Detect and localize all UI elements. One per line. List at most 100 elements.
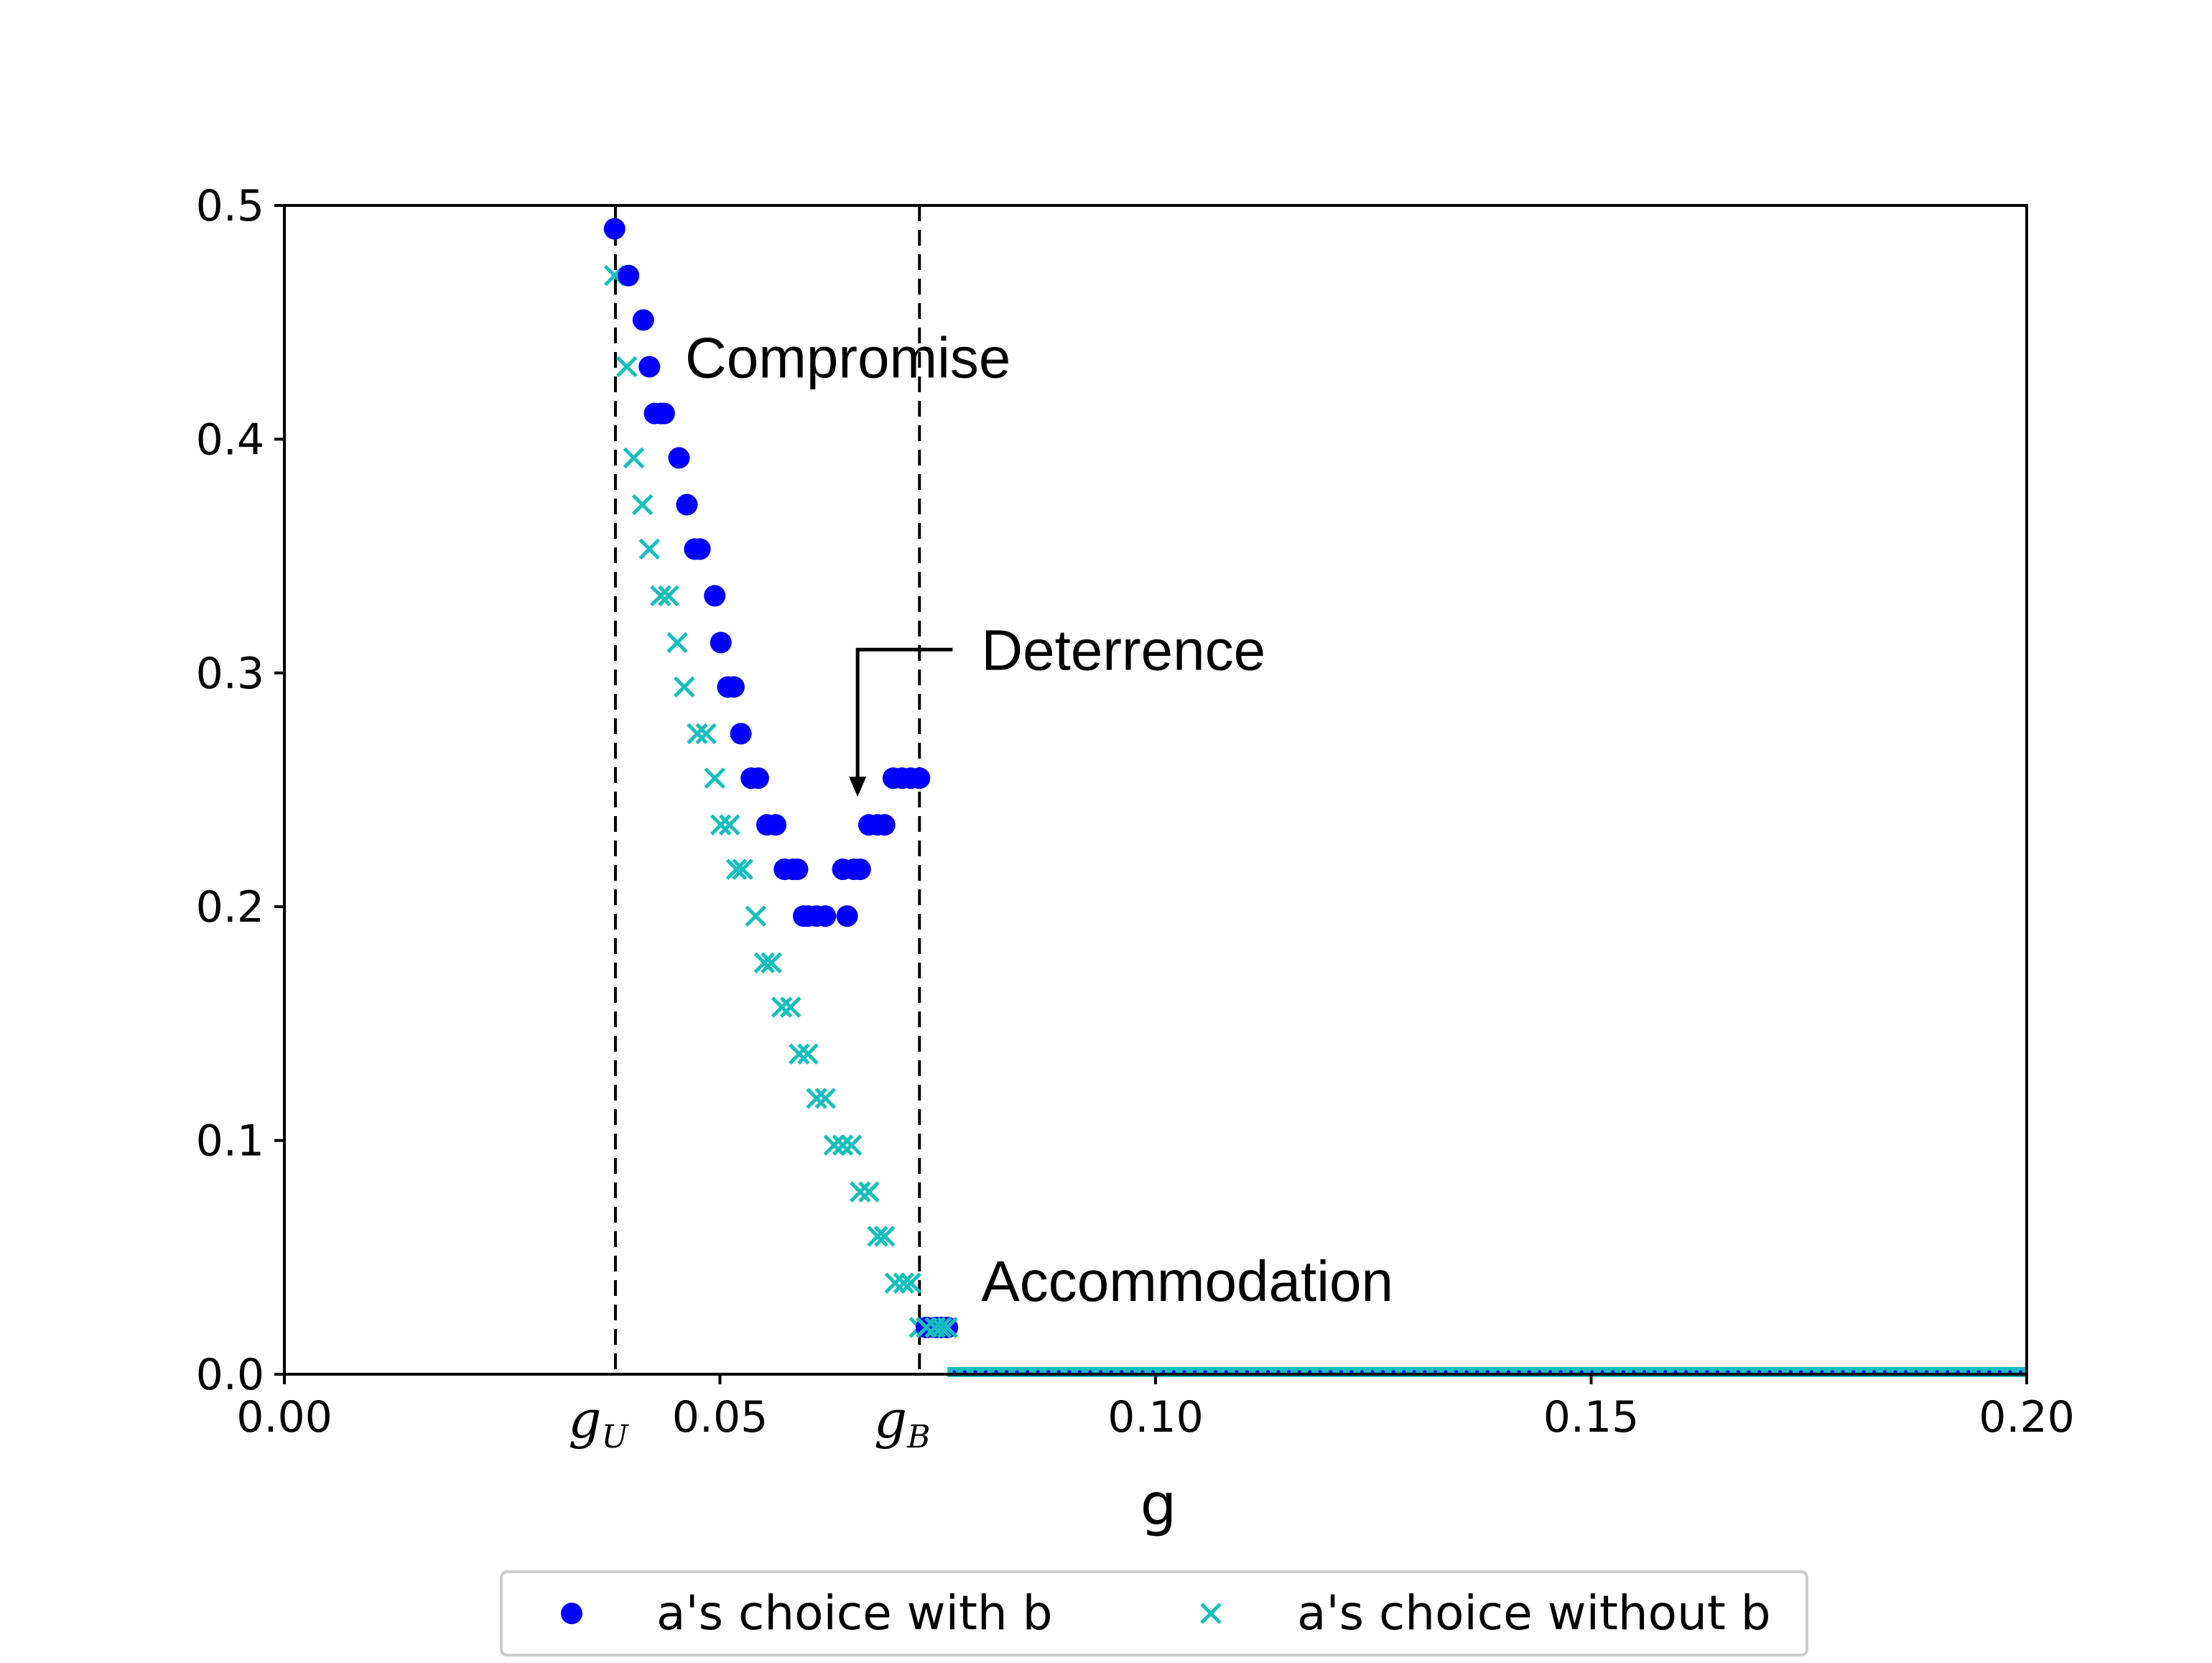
- point-without-b-stroke: [615, 356, 638, 378]
- x-tick-label: 0.20: [1979, 1392, 2075, 1442]
- point-without-b-stroke: [687, 723, 708, 745]
- point-without-b: [823, 1134, 845, 1156]
- point-without-b: [797, 1043, 819, 1065]
- annotation-layer: Compromise Deterrence Accommodation: [685, 326, 1393, 1313]
- point-without-b: [930, 1317, 952, 1338]
- annotation-compromise: Compromise: [685, 326, 1010, 390]
- point-with-b: [908, 767, 931, 789]
- point-with-b: [786, 858, 809, 881]
- vline-label-u: gU: [568, 1389, 629, 1455]
- point-with-b: [676, 494, 698, 516]
- point-without-b-stroke: [745, 905, 767, 927]
- point-without-b: [631, 494, 654, 516]
- deterrence-arrow-line: [855, 647, 953, 779]
- y-tick-label: 0.5: [196, 181, 264, 231]
- point-without-b-stroke: [789, 1043, 810, 1065]
- point-with-b: [836, 905, 858, 927]
- point-with-b: [765, 814, 787, 836]
- x-tick-label: 0.00: [236, 1392, 333, 1442]
- point-without-b: [710, 814, 732, 836]
- point-with-b: [704, 585, 726, 607]
- point-without-b: [650, 585, 672, 607]
- point-without-b-stroke: [937, 1317, 958, 1338]
- annotation-deterrence: Deterrence: [981, 618, 1265, 682]
- point-without-b: [745, 905, 767, 927]
- point-with-b: [653, 402, 675, 425]
- point-without-b: [623, 447, 645, 469]
- point-without-b-stroke: [806, 1088, 827, 1109]
- point-without-b-stroke: [771, 996, 793, 1018]
- legend-marker-without-b: [1200, 1603, 1222, 1624]
- legend-marker-stroke: [1200, 1603, 1222, 1624]
- point-without-b: [695, 723, 717, 745]
- point-without-b-stroke: [840, 1134, 863, 1156]
- point-without-b-stroke: [850, 1181, 871, 1203]
- point-without-b: [858, 1181, 880, 1203]
- point-without-b: [725, 858, 748, 880]
- point-without-b: [666, 631, 688, 654]
- y-tick-label: 0.3: [196, 649, 264, 699]
- point-without-b: [658, 585, 679, 607]
- point-without-b-stroke: [673, 676, 695, 698]
- point-with-b: [849, 858, 871, 881]
- point-without-b-stroke: [823, 1134, 845, 1156]
- point-without-b: [832, 1134, 854, 1156]
- legend-label-with-b: a's choice with b: [656, 1585, 1053, 1641]
- point-without-b-stroke: [623, 447, 645, 469]
- point-with-b: [730, 723, 752, 745]
- point-without-b: [789, 1043, 810, 1065]
- point-with-b: [618, 264, 640, 287]
- point-without-b: [840, 1134, 863, 1156]
- x-tick-label: 0.15: [1543, 1392, 1640, 1442]
- point-with-b: [722, 676, 745, 698]
- point-without-b-stroke: [797, 1043, 819, 1065]
- point-without-b-stroke: [761, 952, 782, 974]
- point-without-b: [761, 952, 782, 974]
- point-without-b: [771, 996, 793, 1018]
- deterrence-arrow-head: [849, 777, 867, 797]
- legend: a's choice with b a's choice without b: [500, 1570, 1808, 1657]
- point-without-b-stroke: [867, 1226, 888, 1247]
- point-without-b-stroke: [631, 494, 654, 516]
- y-tick-label: 0.1: [196, 1116, 264, 1167]
- point-with-b: [638, 356, 661, 378]
- point-with-b: [632, 309, 654, 331]
- point-without-b-stroke: [893, 1272, 915, 1294]
- point-without-b-stroke: [753, 952, 776, 974]
- point-without-b: [719, 814, 740, 836]
- point-with-b: [668, 447, 690, 469]
- point-without-b: [638, 538, 661, 560]
- point-without-b: [687, 723, 708, 745]
- point-without-b-stroke: [704, 767, 725, 789]
- point-without-b-stroke: [873, 1226, 896, 1247]
- point-without-b: [850, 1181, 871, 1203]
- x-tick-label: 0.05: [672, 1392, 768, 1442]
- vline-label-sub: U: [601, 1419, 629, 1455]
- point-without-b: [779, 996, 801, 1018]
- point-without-b-stroke: [732, 858, 753, 880]
- point-without-b-stroke: [900, 1272, 921, 1294]
- legend-marker-with-b: [561, 1603, 582, 1624]
- point-without-b: [900, 1272, 921, 1294]
- point-without-b-stroke: [725, 858, 748, 880]
- point-without-b: [673, 676, 695, 698]
- point-without-b: [893, 1272, 915, 1294]
- vline-label-b: gB: [874, 1389, 930, 1455]
- point-with-b: [603, 218, 626, 240]
- y-tick-label: 0.4: [196, 414, 264, 465]
- point-without-b-stroke: [650, 585, 672, 607]
- point-without-b-stroke: [779, 996, 801, 1018]
- point-without-b: [732, 858, 753, 880]
- vline-label-sub: B: [906, 1419, 930, 1455]
- point-with-b: [689, 538, 711, 560]
- point-with-b: [710, 631, 732, 654]
- point-without-b-stroke: [858, 1181, 880, 1203]
- x-axis-label: g: [1140, 1471, 1177, 1538]
- x-tick-label: 0.10: [1107, 1392, 1204, 1442]
- point-with-b: [747, 767, 769, 789]
- point-without-b: [814, 1088, 837, 1109]
- point-without-b-stroke: [666, 631, 688, 654]
- point-without-b: [937, 1317, 958, 1338]
